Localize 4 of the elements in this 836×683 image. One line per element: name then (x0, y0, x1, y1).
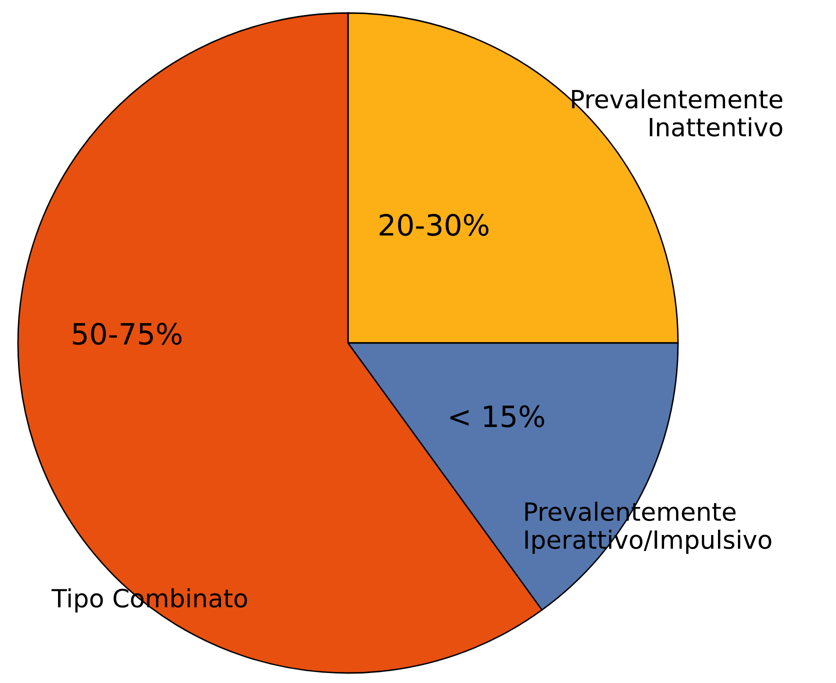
slice-label: Prevalentemente Inattentivo (572, 89, 782, 137)
text: 50-75% (72, 322, 182, 345)
text: 20-30% (380, 214, 488, 236)
text: < 15% (450, 405, 544, 428)
